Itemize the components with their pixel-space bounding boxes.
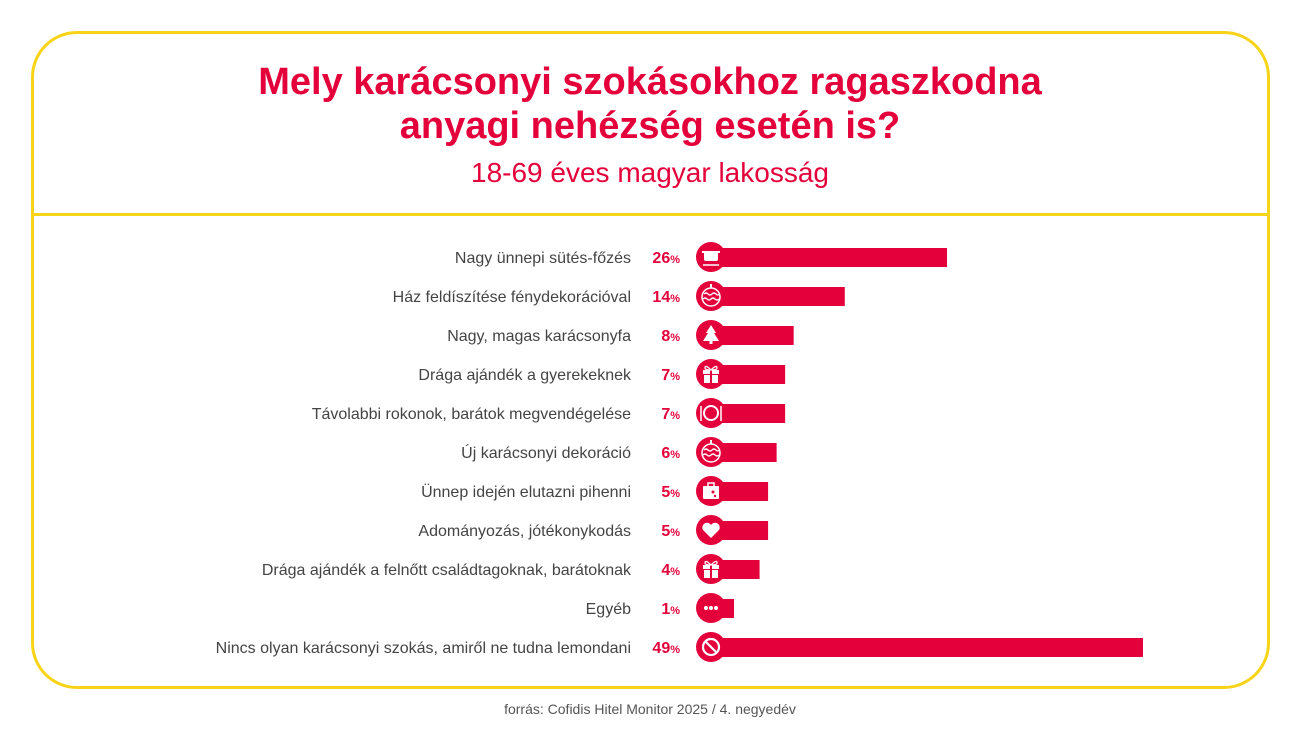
icon-badge bbox=[696, 281, 726, 311]
category-label: Nincs olyan karácsonyi szokás, amiről ne… bbox=[216, 640, 631, 657]
value-label: 26% bbox=[652, 250, 680, 267]
bar bbox=[711, 248, 948, 267]
bar-row: Új karácsonyi dekoráció 6% bbox=[461, 437, 777, 467]
chart-subtitle: 18-69 éves magyar lakosság bbox=[471, 157, 829, 188]
cooking-pot-icon bbox=[702, 251, 720, 266]
bar-row: Ünnep idején elutazni pihenni 5% bbox=[421, 476, 769, 506]
prohibited-icon bbox=[701, 637, 721, 657]
value-label: 49% bbox=[652, 640, 680, 657]
category-label: Távolabbi rokonok, barátok megvendégelés… bbox=[312, 406, 631, 423]
category-label: Nagy ünnepi sütés-főzés bbox=[455, 250, 631, 267]
suitcase-icon bbox=[703, 482, 719, 499]
bar-row: Nagy ünnepi sütés-főzés 26% bbox=[455, 242, 948, 272]
bar-row: Ház feldíszítése fénydekorációval 14% bbox=[393, 281, 845, 311]
category-label: Egyéb bbox=[586, 601, 631, 618]
chart-title: Mely karácsonyi szokásokhoz ragaszkodna … bbox=[0, 60, 1300, 148]
bar bbox=[711, 404, 786, 423]
title-line-2: anyagi nehézség esetén is? bbox=[399, 105, 901, 147]
header-divider bbox=[31, 213, 1270, 216]
category-label: Ház feldíszítése fénydekorációval bbox=[393, 289, 631, 306]
bar bbox=[711, 443, 777, 462]
bar bbox=[711, 638, 1143, 657]
christmas-tree-icon bbox=[703, 325, 719, 344]
icon-badge bbox=[696, 398, 726, 428]
category-label: Új karácsonyi dekoráció bbox=[461, 443, 631, 462]
ellipsis-icon bbox=[704, 606, 718, 610]
value-label: 7% bbox=[661, 367, 680, 384]
bar bbox=[711, 287, 845, 306]
value-label: 5% bbox=[661, 484, 680, 501]
value-label: 14% bbox=[652, 289, 680, 306]
ornament-icon bbox=[701, 284, 721, 307]
bar-row: Drága ajándék a felnőtt családtagoknak, … bbox=[262, 554, 760, 584]
value-label: 4% bbox=[661, 562, 680, 579]
gift-icon bbox=[703, 560, 719, 578]
title-line-1: Mely karácsonyi szokásokhoz ragaszkodna bbox=[258, 61, 1042, 103]
category-label: Nagy, magas karácsonyfa bbox=[447, 328, 631, 345]
value-label: 5% bbox=[661, 523, 680, 540]
icon-badge bbox=[696, 437, 726, 467]
bar-row: Nincs olyan karácsonyi szokás, amiről ne… bbox=[216, 632, 1143, 662]
value-label: 7% bbox=[661, 406, 680, 423]
bar-row: Drága ajándék a gyerekeknek 7% bbox=[418, 359, 786, 389]
heart-icon bbox=[702, 522, 720, 538]
dinner-plate-icon bbox=[700, 405, 722, 421]
bar-row: Távolabbi rokonok, barátok megvendégelés… bbox=[312, 398, 786, 428]
category-label: Adományozás, jótékonykodás bbox=[418, 523, 631, 540]
bar-row: Egyéb 1% bbox=[586, 593, 735, 623]
chart-frame bbox=[31, 31, 1270, 689]
bar bbox=[711, 365, 786, 384]
category-label: Drága ajándék a felnőtt családtagoknak, … bbox=[262, 562, 632, 579]
category-label: Ünnep idején elutazni pihenni bbox=[421, 483, 631, 501]
bar-row: Nagy, magas karácsonyfa 8% bbox=[447, 320, 794, 350]
source-note: forrás: Cofidis Hitel Monitor 2025 / 4. … bbox=[504, 701, 796, 717]
category-label: Drága ajándék a gyerekeknek bbox=[418, 367, 632, 384]
bar bbox=[711, 326, 794, 345]
value-label: 1% bbox=[661, 601, 680, 618]
ornament-icon bbox=[701, 440, 721, 463]
gift-icon bbox=[703, 365, 719, 383]
value-label: 6% bbox=[661, 445, 680, 462]
bar-row: Adományozás, jótékonykodás 5% bbox=[418, 515, 769, 545]
value-label: 8% bbox=[661, 328, 680, 345]
